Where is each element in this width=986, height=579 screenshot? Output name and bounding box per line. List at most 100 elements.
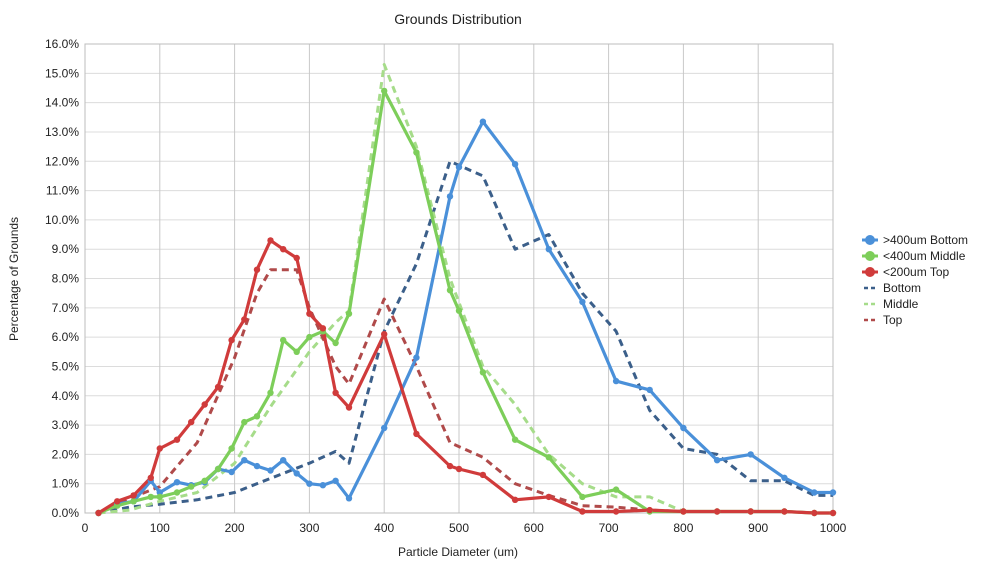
data-point-400um-bottom xyxy=(545,246,552,253)
data-point-400um-bottom xyxy=(646,386,653,394)
data-point-200um-top xyxy=(114,498,121,505)
data-point-200um-top xyxy=(214,383,222,391)
data-point-400um-bottom xyxy=(680,424,687,432)
data-point-200um-top xyxy=(173,436,181,443)
data-point-400um-middle xyxy=(446,287,454,294)
legend-item-top: Top xyxy=(864,313,903,327)
data-point-400um-bottom xyxy=(747,451,754,458)
legend-marker xyxy=(865,251,875,261)
legend-label: Top xyxy=(883,313,903,327)
data-point-400um-bottom xyxy=(173,479,181,486)
data-point-400um-middle xyxy=(253,413,261,420)
data-point-400um-middle xyxy=(114,502,121,509)
data-point-200um-top xyxy=(319,325,327,332)
x-tick-label: 400 xyxy=(374,521,394,535)
data-point-200um-top xyxy=(306,310,313,317)
data-point-400um-middle xyxy=(612,486,620,493)
data-point-200um-top xyxy=(201,401,208,408)
grid-lines xyxy=(84,43,834,514)
data-point-400um-bottom xyxy=(319,482,327,489)
series-markers xyxy=(95,87,837,517)
data-point-200um-top xyxy=(253,266,261,273)
data-point-400um-middle xyxy=(413,149,420,156)
data-point-200um-top xyxy=(188,418,195,426)
x-tick-label: 500 xyxy=(449,521,469,535)
y-tick-label: 1.0% xyxy=(52,477,80,491)
series-line-top xyxy=(97,268,833,515)
legend-label: Bottom xyxy=(883,281,921,295)
data-point-400um-middle xyxy=(214,465,222,473)
data-point-200um-top xyxy=(241,316,248,323)
data-point-400um-middle xyxy=(173,489,181,496)
y-tick-label: 11.0% xyxy=(46,184,79,198)
data-point-400um-middle xyxy=(147,493,154,501)
data-point-400um-bottom xyxy=(306,480,313,487)
legend-label: >400um Bottom xyxy=(883,233,968,247)
data-point-200um-top xyxy=(228,336,235,344)
legend-marker xyxy=(865,235,875,245)
data-point-400um-bottom xyxy=(280,457,287,464)
data-point-400um-middle xyxy=(188,483,195,490)
legend-item-middle: Middle xyxy=(864,297,919,311)
data-point-200um-top xyxy=(332,389,339,396)
data-point-400um-bottom xyxy=(381,424,388,432)
y-axis-label: Percentage of Grounds xyxy=(7,217,21,341)
data-point-400um-middle xyxy=(479,369,487,376)
data-point-400um-bottom xyxy=(332,477,339,484)
x-tick-label: 600 xyxy=(524,521,544,535)
legend-label: <400um Middle xyxy=(883,249,966,263)
data-point-400um-bottom xyxy=(156,489,163,496)
data-point-400um-middle xyxy=(228,445,235,452)
data-point-200um-top xyxy=(781,508,788,515)
data-point-200um-top xyxy=(646,506,653,514)
data-point-400um-bottom xyxy=(781,474,788,481)
data-point-200um-top xyxy=(156,445,163,452)
y-tick-label: 3.0% xyxy=(52,418,80,432)
data-point-200um-top xyxy=(579,508,586,515)
x-tick-label: 800 xyxy=(673,521,693,535)
data-point-400um-middle xyxy=(293,348,300,355)
x-tick-label: 200 xyxy=(225,521,245,535)
data-point-400um-middle xyxy=(332,339,339,347)
data-point-400um-middle xyxy=(201,477,208,484)
data-point-400um-bottom xyxy=(713,457,721,464)
data-point-200um-top xyxy=(747,508,754,515)
y-tick-label: 15.0% xyxy=(45,66,79,80)
data-point-400um-bottom xyxy=(479,118,487,125)
legend-label: <200um Top xyxy=(883,265,949,279)
y-tick-label: 12.0% xyxy=(45,154,79,168)
legend-label: Middle xyxy=(883,297,919,311)
data-point-200um-top xyxy=(280,246,287,253)
data-point-200um-top xyxy=(147,474,154,481)
axes: 0.0% 1.0% 2.0% 3.0% 4.0% 5.0% 6.0% 7.0% 8.0% 9.0%… xyxy=(45,37,847,535)
data-point-200um-top xyxy=(446,462,454,470)
data-point-400um-bottom xyxy=(253,462,261,470)
legend-item-bottom: Bottom xyxy=(864,281,921,295)
data-point-400um-bottom xyxy=(345,495,353,502)
data-point-200um-top xyxy=(95,509,102,517)
data-point-400um-middle xyxy=(511,436,519,443)
x-tick-label: 100 xyxy=(150,521,170,535)
data-point-400um-bottom xyxy=(612,377,620,385)
x-tick-label: 0 xyxy=(82,521,89,535)
y-tick-label: 4.0% xyxy=(52,389,80,403)
data-point-200um-top xyxy=(345,404,353,411)
plot-frame xyxy=(84,43,834,514)
data-point-200um-top xyxy=(829,509,837,517)
y-tick-label: 9.0% xyxy=(52,242,80,256)
data-point-400um-middle xyxy=(156,493,163,501)
data-point-400um-middle xyxy=(267,389,274,396)
data-point-400um-bottom xyxy=(455,163,463,171)
data-point-400um-middle xyxy=(455,307,463,314)
x-tick-label: 900 xyxy=(748,521,768,535)
data-point-200um-top xyxy=(293,254,300,262)
data-point-400um-bottom xyxy=(228,468,235,476)
data-point-400um-middle xyxy=(345,310,353,317)
y-tick-label: 0.0% xyxy=(52,506,80,520)
data-point-400um-middle xyxy=(545,454,552,461)
data-point-400um-bottom xyxy=(413,354,420,361)
data-point-400um-bottom xyxy=(811,489,818,496)
data-point-400um-middle xyxy=(579,493,586,501)
y-tick-label: 14.0% xyxy=(45,96,79,110)
